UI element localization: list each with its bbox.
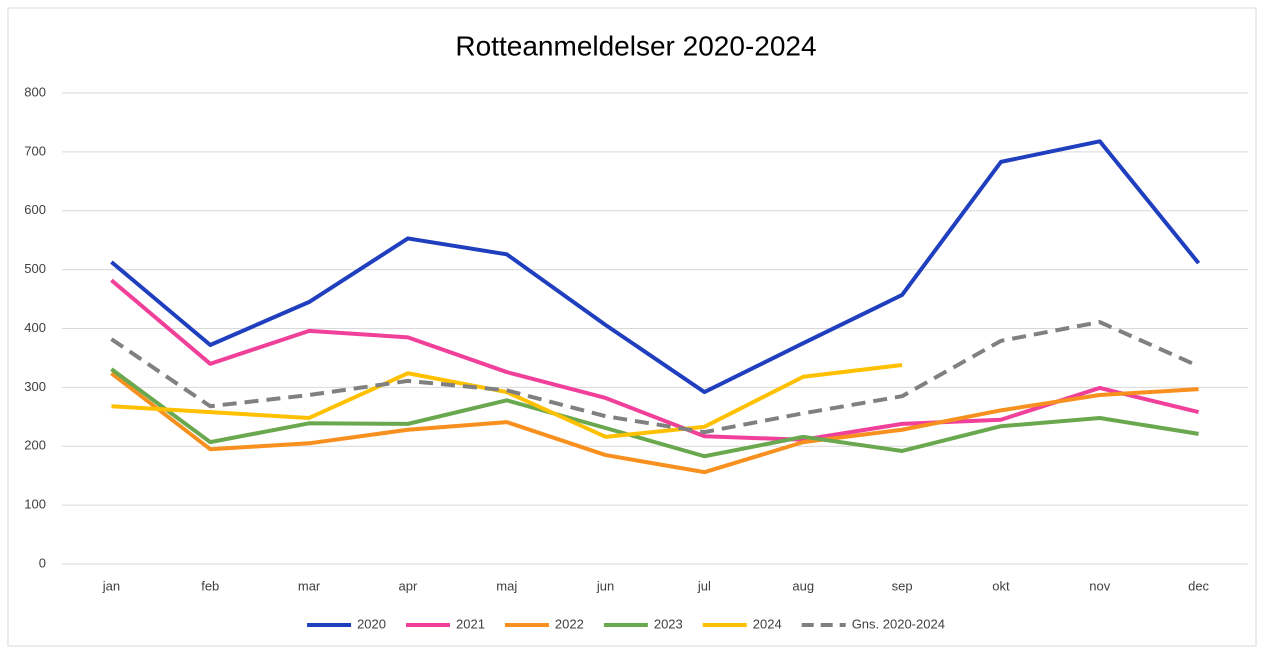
x-tick-label: sep xyxy=(892,578,913,593)
x-tick-label: feb xyxy=(201,578,219,593)
y-tick-label: 100 xyxy=(24,497,46,512)
series-line xyxy=(110,278,1200,442)
y-tick-label: 700 xyxy=(24,143,46,158)
legend-label: 2021 xyxy=(456,616,485,631)
x-tick-label: maj xyxy=(496,578,517,593)
legend-label: 2022 xyxy=(555,616,584,631)
series-line xyxy=(110,367,1199,459)
y-tick-label: 0 xyxy=(39,555,46,570)
legend-label: Gns. 2020-2024 xyxy=(852,616,945,631)
chart-frame xyxy=(7,7,1257,647)
x-tick-label: apr xyxy=(399,578,418,593)
legend-label: 2023 xyxy=(654,616,683,631)
x-tick-label: aug xyxy=(792,578,814,593)
series-line xyxy=(110,371,1199,475)
y-tick-label: 600 xyxy=(24,202,46,217)
x-tick-label: dec xyxy=(1188,578,1209,593)
x-tick-label: okt xyxy=(992,578,1010,593)
y-tick-label: 500 xyxy=(24,261,46,276)
legend-label: 2020 xyxy=(357,616,386,631)
x-tick-label: jun xyxy=(596,578,614,593)
x-tick-label: jul xyxy=(697,578,711,593)
y-tick-label: 300 xyxy=(24,379,46,394)
x-tick-label: mar xyxy=(298,578,321,593)
legend-label: 2024 xyxy=(753,616,782,631)
y-tick-label: 400 xyxy=(24,320,46,335)
chart-title: Rotteanmeldelser 2020-2024 xyxy=(455,30,816,61)
y-tick-label: 800 xyxy=(24,84,46,99)
series-line xyxy=(110,320,1200,435)
series-line xyxy=(110,139,1201,395)
x-tick-label: nov xyxy=(1089,578,1110,593)
x-tick-label: jan xyxy=(102,578,120,593)
y-tick-label: 200 xyxy=(24,438,46,453)
